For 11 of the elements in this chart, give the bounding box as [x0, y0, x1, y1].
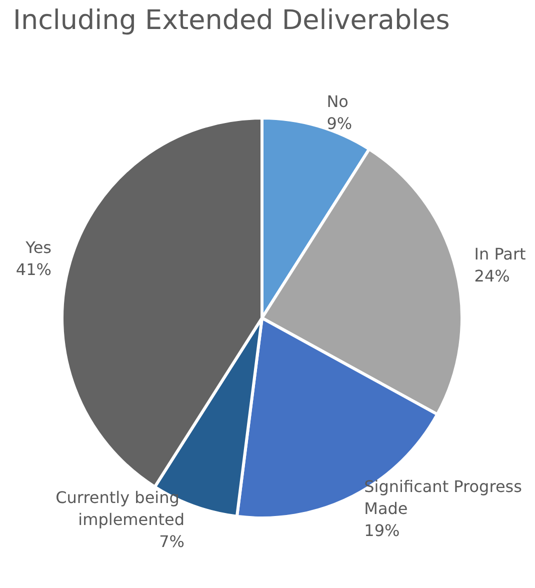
data-label: 9% [326, 114, 352, 133]
slice-label: In Part [474, 244, 526, 264]
data-label: 7% [159, 532, 185, 551]
data-label: 19% [364, 521, 400, 540]
slice-label: No [326, 92, 348, 111]
slice-label: Currently being implemented [56, 488, 185, 529]
slice-label: Significant Progress Made [364, 477, 528, 518]
slice-label: Yes [24, 238, 52, 257]
data-label: 24% [474, 266, 510, 286]
chart-title: Including Extended Deliverables [13, 5, 450, 36]
data-label: 41% [16, 260, 52, 279]
